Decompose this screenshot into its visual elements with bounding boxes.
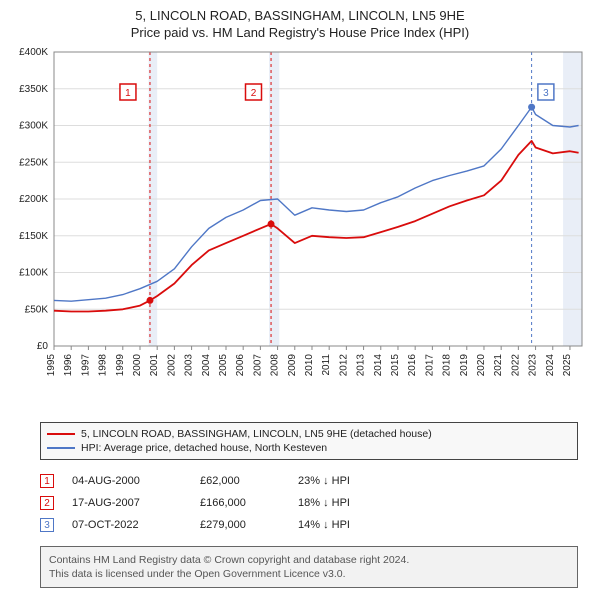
transaction-dot	[268, 220, 275, 227]
legend-item: HPI: Average price, detached house, Nort…	[47, 441, 571, 455]
x-tick-label: 2012	[338, 354, 349, 377]
transaction-marker: 1	[40, 474, 54, 488]
legend-label: HPI: Average price, detached house, Nort…	[81, 442, 327, 454]
chart-svg: £0 £50K £100K £150K £200K £250K £300K £350K £400…	[8, 46, 592, 416]
transaction-table: 1 04-AUG-2000 £62,000 23% ↓ HPI 2 17-AUG-2007…	[40, 470, 578, 536]
attribution: Contains HM Land Registry data © Crown c…	[40, 546, 578, 588]
x-tick-label: 1998	[98, 354, 109, 377]
y-tick-label: £50K	[25, 304, 49, 315]
x-tick-label: 2016	[407, 354, 418, 377]
x-tick-label: 1999	[115, 354, 126, 377]
transaction-date: 17-AUG-2007	[72, 497, 182, 509]
x-tick-label: 2015	[390, 354, 401, 377]
x-tick-label: 2017	[424, 354, 435, 377]
marker-number: 3	[543, 88, 549, 99]
x-tick-label: 2010	[304, 354, 315, 377]
x-tick-label: 1996	[63, 354, 74, 377]
transaction-dot	[146, 297, 153, 304]
marker-number: 2	[251, 88, 257, 99]
x-tick-label: 2024	[545, 354, 556, 377]
x-tick-label: 2020	[476, 354, 487, 377]
y-tick-label: £0	[37, 341, 49, 352]
y-tick-label: £300K	[19, 121, 48, 132]
title-line-2: Price paid vs. HM Land Registry's House …	[10, 25, 590, 40]
legend-swatch	[47, 429, 75, 439]
transaction-marker: 2	[40, 496, 54, 510]
legend-swatch	[47, 443, 75, 453]
transaction-date: 07-OCT-2022	[72, 519, 182, 531]
legend: 5, LINCOLN ROAD, BASSINGHAM, LINCOLN, LN…	[40, 422, 578, 460]
x-tick-label: 2021	[493, 354, 504, 377]
x-tick-label: 2000	[132, 354, 143, 377]
transaction-delta: 23% ↓ HPI	[298, 475, 350, 487]
y-tick-label: £400K	[19, 47, 48, 58]
x-tick-label: 2019	[459, 354, 470, 377]
x-tick-label: 2002	[166, 354, 177, 377]
transaction-row: 1 04-AUG-2000 £62,000 23% ↓ HPI	[40, 470, 578, 492]
x-tick-label: 2006	[235, 354, 246, 377]
x-tick-label: 2003	[184, 354, 195, 377]
x-tick-label: 2023	[528, 354, 539, 377]
x-tick-label: 1997	[80, 354, 91, 377]
y-tick-label: £100K	[19, 268, 48, 279]
transaction-row: 2 17-AUG-2007 £166,000 18% ↓ HPI	[40, 492, 578, 514]
transaction-price: £62,000	[200, 475, 280, 487]
attribution-line-1: Contains HM Land Registry data © Crown c…	[49, 553, 569, 567]
x-tick-label: 2004	[201, 354, 212, 377]
x-tick-label: 2009	[287, 354, 298, 377]
transaction-marker: 3	[40, 518, 54, 532]
transaction-dot	[528, 104, 535, 111]
transaction-delta: 14% ↓ HPI	[298, 519, 350, 531]
x-tick-label: 2014	[373, 354, 384, 377]
y-tick-label: £350K	[19, 84, 48, 95]
title-line-1: 5, LINCOLN ROAD, BASSINGHAM, LINCOLN, LN…	[10, 8, 590, 23]
x-tick-label: 1995	[46, 354, 57, 377]
transaction-row: 3 07-OCT-2022 £279,000 14% ↓ HPI	[40, 514, 578, 536]
y-tick-label: £250K	[19, 157, 48, 168]
x-tick-label: 2013	[356, 354, 367, 377]
x-tick-label: 2022	[510, 354, 521, 377]
attribution-line-2: This data is licensed under the Open Gov…	[49, 567, 569, 581]
transaction-price: £279,000	[200, 519, 280, 531]
x-tick-label: 2001	[149, 354, 160, 377]
transaction-price: £166,000	[200, 497, 280, 509]
page: 5, LINCOLN ROAD, BASSINGHAM, LINCOLN, LN…	[0, 0, 600, 588]
transaction-delta: 18% ↓ HPI	[298, 497, 350, 509]
x-tick-label: 2008	[270, 354, 281, 377]
x-tick-label: 2007	[252, 354, 263, 377]
x-tick-label: 2011	[321, 354, 332, 376]
legend-label: 5, LINCOLN ROAD, BASSINGHAM, LINCOLN, LN…	[81, 428, 432, 440]
marker-number: 1	[125, 88, 131, 99]
chart-area: £0 £50K £100K £150K £200K £250K £300K £350K £400…	[8, 46, 592, 416]
transaction-date: 04-AUG-2000	[72, 475, 182, 487]
x-tick-label: 2018	[442, 354, 453, 377]
x-tick-label: 2005	[218, 354, 229, 377]
y-tick-label: £150K	[19, 231, 48, 242]
legend-item: 5, LINCOLN ROAD, BASSINGHAM, LINCOLN, LN…	[47, 427, 571, 441]
y-tick-label: £200K	[19, 194, 48, 205]
x-tick-label: 2025	[562, 354, 573, 377]
chart-title: 5, LINCOLN ROAD, BASSINGHAM, LINCOLN, LN…	[0, 0, 600, 44]
series-property	[54, 141, 579, 312]
